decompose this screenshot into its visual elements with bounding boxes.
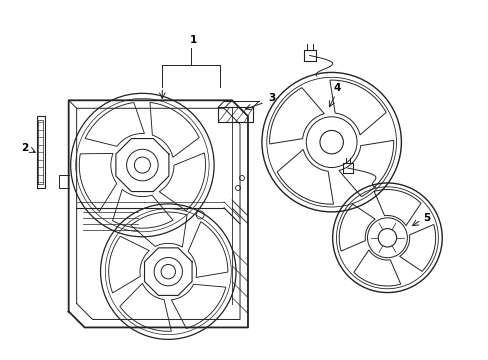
Text: 2: 2 (21, 143, 28, 153)
Text: 1: 1 (189, 35, 197, 45)
Text: 4: 4 (333, 84, 341, 93)
Text: 3: 3 (268, 93, 275, 103)
Text: 5: 5 (423, 213, 430, 223)
